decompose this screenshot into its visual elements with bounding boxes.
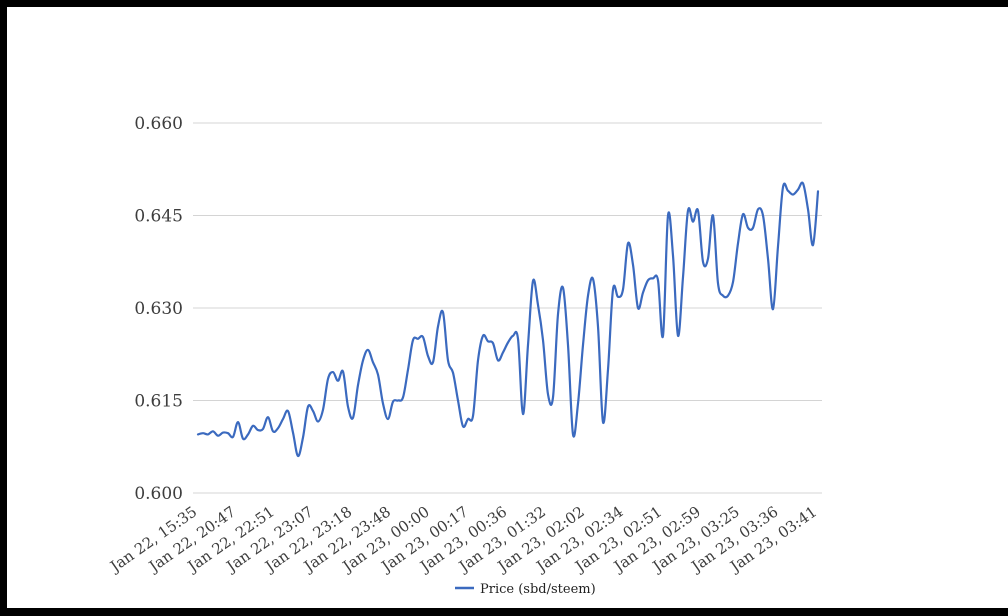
legend-label: Price (sbd/steem) [480, 582, 596, 597]
y-tick-label: 0.630 [134, 299, 183, 319]
y-tick-label: 0.615 [134, 392, 183, 412]
y-tick-label: 0.645 [134, 207, 183, 227]
price-series-line [196, 181, 820, 458]
y-axis-labels: 0.600 0.615 0.630 0.645 0.660 [134, 114, 183, 504]
legend: Price (sbd/steem) [455, 582, 596, 597]
y-tick-label: 0.660 [134, 114, 183, 134]
y-tick-label: 0.600 [134, 484, 183, 504]
gridlines [193, 122, 822, 494]
